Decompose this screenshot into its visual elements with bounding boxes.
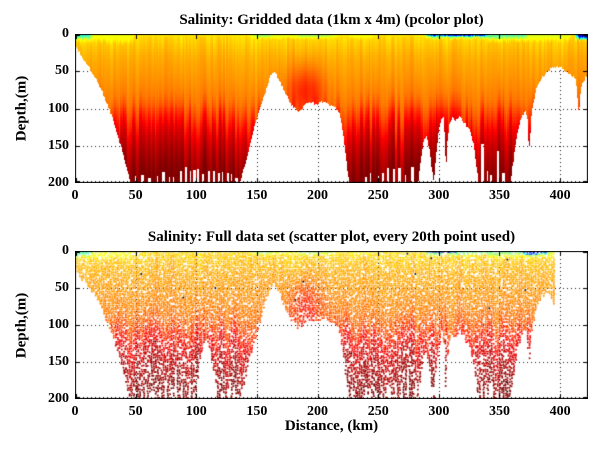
y-tick-label: 150 — [48, 137, 69, 153]
x-tick-label: 350 — [488, 188, 510, 203]
x-tick-label: 300 — [428, 404, 450, 419]
y-tick-label: 50 — [55, 280, 69, 295]
x-tick-label: 400 — [549, 188, 571, 203]
x-tick-label: 0 — [71, 404, 79, 419]
x-tick-label: 250 — [367, 188, 389, 203]
pcolor-plot-title: Salinity: Gridded data (1km x 4m) (pcolo… — [179, 12, 484, 28]
scatter-plot-title: Salinity: Full data set (scatter plot, e… — [147, 229, 516, 245]
x-tick-label: 400 — [549, 404, 571, 419]
y-tick-label: 100 — [48, 317, 69, 332]
y-tick-label: 200 — [48, 391, 69, 406]
y-tick-label: 50 — [55, 63, 69, 79]
x-tick-label: 350 — [488, 404, 510, 419]
x-tick-label: 50 — [128, 188, 143, 203]
scatter-plot-ylabel: Depth,(m) — [13, 292, 30, 359]
pcolor-plot-ylabel: Depth,(m) — [13, 75, 30, 142]
x-tick-label: 150 — [246, 404, 268, 419]
y-tick-label: 150 — [48, 354, 69, 369]
y-tick-label: 200 — [48, 175, 69, 190]
x-tick-label: 100 — [185, 188, 207, 203]
y-tick-label: 100 — [48, 100, 69, 116]
x-tick-label: 100 — [185, 404, 207, 419]
y-tick-label: 0 — [62, 243, 69, 258]
x-tick-label: 150 — [246, 188, 268, 203]
x-tick-label: 300 — [428, 188, 450, 203]
y-tick-label: 0 — [62, 26, 69, 41]
x-tick-label: 50 — [128, 404, 143, 419]
x-tick-label: 0 — [71, 188, 79, 203]
x-tick-label: 200 — [307, 188, 329, 203]
x-axis-label: Distance, (km) — [284, 418, 379, 434]
x-tick-label: 200 — [307, 404, 329, 419]
x-tick-label: 250 — [367, 404, 389, 419]
scatter-plot-canvas — [75, 251, 588, 399]
pcolor-plot-canvas — [75, 34, 588, 183]
